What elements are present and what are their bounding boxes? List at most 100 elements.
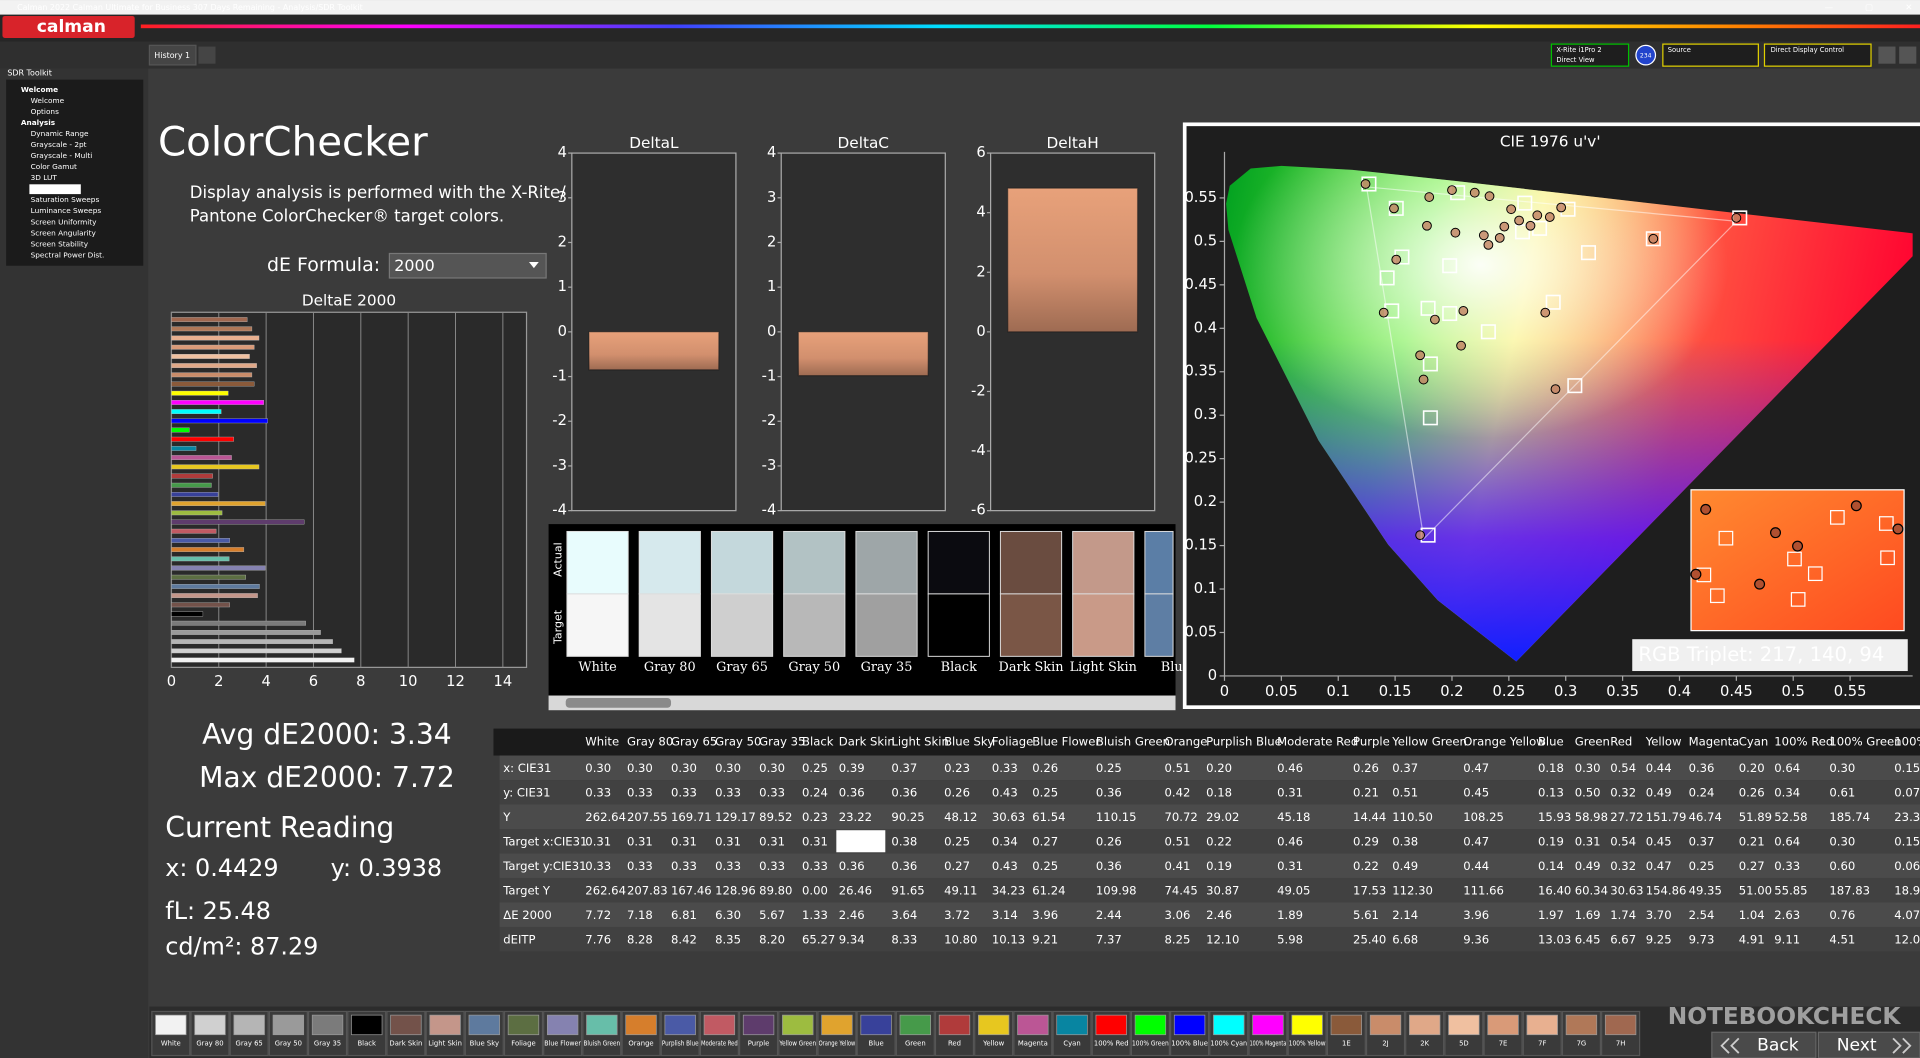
zoom-actual — [1770, 527, 1782, 539]
meter-badge — [1635, 44, 1657, 66]
meter-box[interactable] — [1550, 43, 1630, 67]
table-cell: 0.32 — [1610, 785, 1636, 799]
sidebar-item[interactable]: Dynamic Range — [31, 129, 89, 138]
window-control[interactable]: — — [1824, 3, 1833, 13]
table-cell: 129.17 — [715, 810, 756, 824]
column-header: Purple — [1353, 735, 1390, 749]
sidebar-item[interactable]: Spectral Power Dist. — [31, 250, 105, 259]
sidebar-item[interactable]: Welcome — [31, 96, 65, 105]
source-box[interactable] — [1662, 43, 1759, 67]
window-control[interactable]: ▢ — [1865, 3, 1873, 13]
y-tick-label: -4 — [762, 502, 777, 519]
zoom-target — [1718, 530, 1734, 546]
toolbar-icon[interactable] — [1899, 46, 1917, 64]
table-cell: 0.30 — [1829, 761, 1855, 775]
sidebar-item[interactable]: Color Gamut — [31, 162, 77, 171]
table-cell: 51.89 — [1739, 810, 1772, 824]
sidebar-item[interactable]: Grayscale - Multi — [31, 151, 93, 160]
sidebar-item[interactable]: Screen Angularity — [31, 228, 97, 237]
back-button[interactable] — [1711, 1031, 1817, 1058]
swatch-color — [1017, 1014, 1049, 1036]
actual-point — [1478, 230, 1489, 241]
actual-patch — [927, 530, 990, 595]
y-tick-label: -2 — [971, 382, 986, 399]
back-label[interactable]: Back — [1757, 1036, 1799, 1056]
next-label[interactable]: Next — [1837, 1036, 1877, 1056]
actual-point — [1540, 307, 1551, 318]
target-patch — [566, 593, 629, 657]
patch-label: Gray 80 — [644, 660, 696, 675]
zoom-actual — [1892, 523, 1904, 535]
add-tab[interactable] — [198, 46, 216, 64]
column-header: White — [585, 735, 619, 749]
swatch-color — [194, 1014, 226, 1036]
table-cell: 0.33 — [992, 761, 1018, 775]
swatch-label: Bluish Green — [583, 1039, 620, 1047]
toolbar-icon[interactable] — [1878, 46, 1896, 64]
reading-y: y: 0.3938 — [331, 854, 443, 882]
y-tick-label: -1 — [552, 368, 567, 385]
scroll-thumb[interactable] — [565, 697, 672, 708]
swatch-label: 7G — [1577, 1039, 1587, 1047]
actual-point — [1391, 254, 1402, 265]
target-point — [1442, 305, 1458, 322]
sidebar-item[interactable]: Saturation Sweeps — [31, 195, 100, 204]
sidebar-item[interactable]: Analysis — [21, 118, 56, 127]
table-cell: 27.72 — [1610, 810, 1643, 824]
table-cell: 65.27 — [802, 932, 835, 946]
sidebar-item[interactable]: Grayscale - 2pt — [31, 140, 87, 149]
sidebar-item[interactable]: Welcome — [21, 85, 58, 94]
selected-item — [29, 184, 81, 195]
table-cell: 26.46 — [839, 883, 872, 897]
display-box[interactable] — [1763, 43, 1872, 67]
column-header: Bluish Green — [1096, 735, 1170, 749]
swatch-label: Purple — [748, 1039, 770, 1047]
x-tick-label: 6 — [309, 673, 318, 690]
x-tick-label: 0.55 — [1834, 683, 1867, 700]
column-header: Red — [1610, 735, 1632, 749]
history-tab[interactable] — [148, 44, 197, 66]
column-header: 100% — [1894, 735, 1920, 749]
table-cell: 0.49 — [1646, 785, 1672, 799]
sidebar-item[interactable]: Luminance Sweeps — [31, 206, 102, 215]
swatch-label: Gray 35 — [314, 1039, 341, 1047]
logo-button[interactable] — [2, 15, 135, 38]
formula-select[interactable] — [388, 252, 547, 279]
actual-point — [1458, 306, 1469, 316]
table-cell: 2.63 — [1774, 908, 1800, 922]
zoom-actual — [1690, 568, 1702, 580]
swatch-label: 2K — [1420, 1039, 1429, 1047]
table-cell: 0.26 — [1353, 761, 1379, 775]
actual-point — [1469, 187, 1480, 198]
sidebar-item[interactable]: ColorChecker — [31, 184, 81, 193]
selected-cell[interactable] — [836, 830, 886, 853]
sidebar-item[interactable]: 3D LUT — [31, 173, 58, 182]
sidebar-item[interactable]: Screen Uniformity — [31, 217, 98, 226]
sidebar-item[interactable]: Options — [31, 107, 59, 116]
table-cell: 0.30 — [1575, 761, 1601, 775]
patch-label: Gray 65 — [716, 660, 768, 675]
table-row-bg — [499, 780, 1920, 805]
table-cell: 0.45 — [1646, 834, 1672, 848]
scrollbar[interactable] — [548, 695, 1176, 711]
column-header: Orange Yellow — [1463, 735, 1546, 749]
sidebar-item[interactable]: Screen Stability — [31, 239, 89, 248]
bar — [171, 492, 219, 497]
next-button[interactable] — [1817, 1031, 1920, 1058]
table-cell: 0.60 — [1829, 859, 1855, 873]
swatch-color — [233, 1014, 265, 1036]
table-cell: 8.28 — [627, 932, 653, 946]
swatch-color — [390, 1014, 422, 1036]
column-header: Light Skin — [891, 735, 948, 749]
table-cell: 0.36 — [1689, 761, 1715, 775]
logo: calman — [37, 17, 106, 37]
column-header: Foliage — [992, 735, 1033, 749]
table-cell: 15.93 — [1538, 810, 1571, 824]
swatch-label: 7E — [1499, 1039, 1508, 1047]
bar — [171, 574, 246, 580]
window-control[interactable]: ✕ — [1905, 3, 1912, 13]
swatch-color — [1291, 1014, 1323, 1036]
table-cell: 51.00 — [1739, 883, 1772, 897]
swatch-label: Light Skin — [428, 1039, 462, 1047]
swatch-color — [1056, 1014, 1088, 1036]
